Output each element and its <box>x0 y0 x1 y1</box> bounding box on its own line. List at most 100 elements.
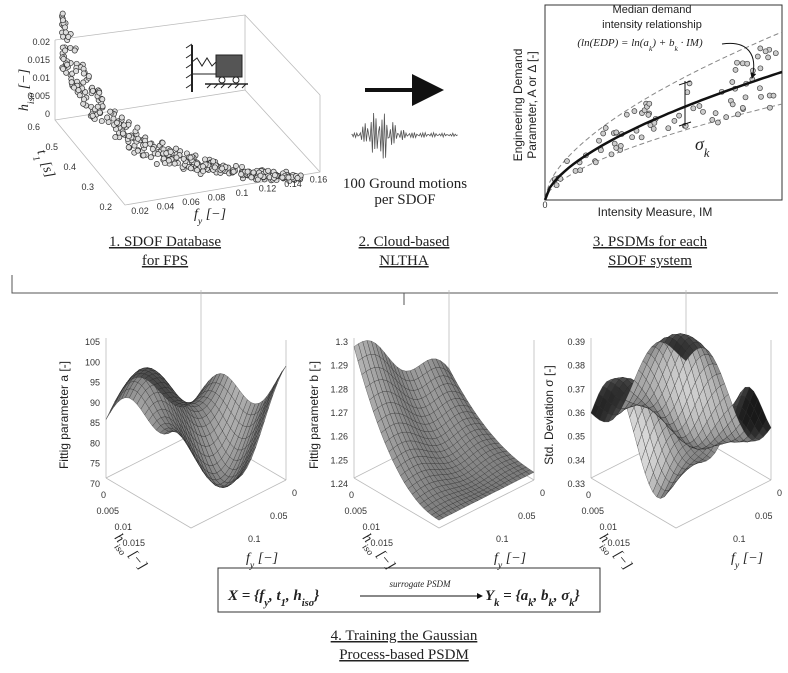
surface-patch <box>105 404 115 420</box>
demand-point <box>765 54 771 61</box>
z-tick-label: 80 <box>90 438 100 448</box>
f-tick-label: 0.1 <box>236 188 249 198</box>
t-tick-label: 0.4 <box>63 162 76 172</box>
f-tick-label: 0.05 <box>755 511 773 521</box>
scatter-point <box>80 79 87 86</box>
scatter-point <box>279 174 286 181</box>
demand-point <box>770 92 777 99</box>
formula-box <box>217 567 601 613</box>
scatter-point <box>285 174 292 181</box>
demand-point <box>671 118 678 124</box>
text-part: [−] <box>17 69 32 93</box>
z-tick-label: 75 <box>90 459 100 469</box>
scatter-point <box>202 156 208 163</box>
scatter-point <box>96 89 103 96</box>
scatter-point <box>120 130 126 137</box>
scatter-point <box>134 147 141 154</box>
demand-point <box>638 134 645 141</box>
scatter-point <box>59 10 66 17</box>
t-tick-label: 0.3 <box>81 182 94 192</box>
scatter-point <box>76 92 83 99</box>
demand-point <box>735 111 741 118</box>
f-axis-label: fy [−] <box>731 551 763 571</box>
surface-patch <box>113 393 123 408</box>
y-axis-label: Engineering Demand <box>511 49 525 162</box>
scatter-point <box>142 141 149 148</box>
caption: 4. Training the Gaussian <box>331 628 478 644</box>
scatter-point <box>68 79 75 86</box>
scatter-point <box>230 168 237 175</box>
text-part: ) + b <box>651 37 675 49</box>
t-tick-label: 0.6 <box>27 122 40 132</box>
scatter-point <box>112 134 119 141</box>
demand-point <box>757 85 763 92</box>
caption: for FPS <box>142 253 188 269</box>
scatter-point <box>271 172 278 179</box>
text-part: , σ <box>553 588 571 604</box>
text-part: f <box>494 551 500 566</box>
scatter-point <box>250 169 257 176</box>
h-tick-label: 0 <box>349 490 354 500</box>
demand-point <box>757 65 764 72</box>
demand-point <box>772 50 779 57</box>
y-axis-label: Parameter, A or Δ [-] <box>525 51 539 158</box>
demand-point <box>631 108 638 114</box>
scatter-point <box>210 158 217 165</box>
subscript: k <box>704 146 710 160</box>
annotation: intensity relationship <box>602 19 702 31</box>
caption: 1. SDOF Database <box>109 234 221 250</box>
z-tick-label: 1.28 <box>330 384 348 394</box>
text-part: f <box>246 551 252 566</box>
demand-point <box>613 129 620 136</box>
z-tick-label: 100 <box>85 357 100 367</box>
scatter-point <box>257 172 264 179</box>
scatter-point <box>62 47 69 54</box>
origin-label: 0 <box>542 200 547 210</box>
f-tick-label: 0 <box>777 488 782 498</box>
text-part: t <box>33 148 49 158</box>
text-part: · IM) <box>678 37 703 49</box>
plot-frame <box>544 4 783 201</box>
scatter-point <box>233 163 239 169</box>
demand-point <box>646 100 653 107</box>
demand-point <box>712 110 719 116</box>
f-tick-label: 0.16 <box>310 175 328 185</box>
z-axis-label: Fittig parameter b [-] <box>307 361 321 469</box>
z-tick-label: 85 <box>90 418 100 428</box>
demand-point <box>732 67 739 73</box>
scatter-point <box>194 167 201 174</box>
scatter-point <box>96 109 103 116</box>
scatter-point <box>113 119 120 126</box>
f-tick-label: 0.1 <box>733 534 746 544</box>
text-part: (ln(EDP) = ln(a <box>577 37 649 49</box>
scatter-point <box>187 154 194 161</box>
sigma-tick <box>678 121 692 127</box>
text-part: f <box>731 551 737 566</box>
subscript: y <box>262 598 269 609</box>
z-tick-label: 0.34 <box>567 455 585 465</box>
z-tick-label: 0.35 <box>567 432 585 442</box>
annotation-arrow <box>721 42 757 79</box>
f-tick-label: 0.05 <box>518 511 536 521</box>
demand-point <box>600 130 607 137</box>
subscript: k <box>649 44 653 53</box>
subscript: 1 <box>30 154 42 162</box>
h-tick-label: 0.015 <box>122 538 145 548</box>
median-curve <box>543 70 783 201</box>
z-axis-label: hiso [−] <box>17 69 37 111</box>
demand-point <box>767 104 773 111</box>
demand-point <box>602 125 609 131</box>
scatter-point <box>239 163 245 170</box>
scatter-point <box>75 87 82 94</box>
scatter-point <box>71 84 77 91</box>
demand-point <box>729 79 736 85</box>
demand-point <box>596 137 602 144</box>
f-axis-label: fy [−] <box>494 551 526 571</box>
subscript: 1 <box>281 598 286 609</box>
subscript: y <box>497 560 503 571</box>
subscript: k <box>528 598 534 609</box>
z-tick-label: 90 <box>90 398 100 408</box>
ground-motion <box>351 112 458 159</box>
z-tick-label: 0.02 <box>32 37 50 47</box>
